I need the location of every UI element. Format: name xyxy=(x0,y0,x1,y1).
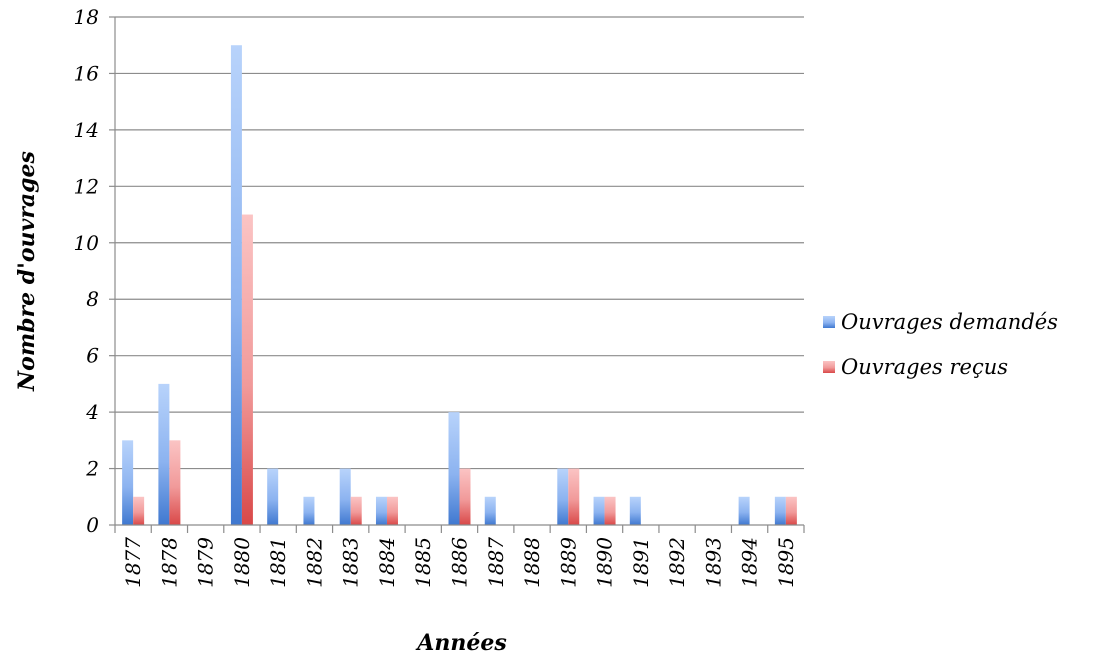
x-tick-label-1892: 1892 xyxy=(665,537,689,588)
x-tick-label-1883: 1883 xyxy=(339,537,363,588)
bar-recus-1877 xyxy=(133,496,145,525)
x-tick-label-1885: 1885 xyxy=(411,537,435,588)
bar-demandes-1894 xyxy=(738,496,750,525)
x-tick-label-1878: 1878 xyxy=(157,537,181,588)
bar-demandes-1890 xyxy=(593,496,605,525)
gridlines xyxy=(115,16,804,470)
x-tick-label-1893: 1893 xyxy=(701,537,725,588)
y-axis-title: Nombre d'ouvrages xyxy=(14,151,40,392)
bar-recus-1884 xyxy=(386,496,398,525)
bars xyxy=(122,45,797,526)
x-tick-label-1891: 1891 xyxy=(629,537,653,588)
bar-recus-1883 xyxy=(350,496,362,525)
y-tick-label: 18 xyxy=(74,5,99,29)
y-tick-label: 12 xyxy=(74,174,99,198)
x-tick-label-1890: 1890 xyxy=(593,537,617,588)
bar-demandes-1883 xyxy=(339,468,351,525)
y-tick-label: 14 xyxy=(74,118,99,142)
y-tick-label: 0 xyxy=(86,513,99,537)
legend: Ouvrages demandés Ouvrages reçus xyxy=(823,310,1058,379)
x-tick-label-1882: 1882 xyxy=(302,537,326,588)
legend-label-1: Ouvrages reçus xyxy=(841,355,1008,379)
bar-demandes-1887 xyxy=(484,496,496,525)
bar-recus-1889 xyxy=(568,468,580,525)
y-tick-label: 2 xyxy=(85,457,99,481)
x-tick-label-1881: 1881 xyxy=(266,537,290,588)
x-tick-label-1879: 1879 xyxy=(194,537,218,588)
bar-recus-1880 xyxy=(241,214,253,526)
x-tick-label-1886: 1886 xyxy=(448,537,472,588)
bar-demandes-1886 xyxy=(448,412,460,525)
bar-demandes-1895 xyxy=(774,496,786,525)
x-tick-label-1877: 1877 xyxy=(121,537,145,588)
legend-swatch-1 xyxy=(823,361,835,373)
bar-recus-1890 xyxy=(604,496,616,525)
y-tick-label: 10 xyxy=(74,231,100,255)
x-tick-label-1880: 1880 xyxy=(230,537,254,588)
x-tick-label-1894: 1894 xyxy=(738,537,762,588)
y-tick-label: 16 xyxy=(74,61,100,85)
x-tick-label-1884: 1884 xyxy=(375,537,399,588)
x-tick-label-1887: 1887 xyxy=(484,537,508,588)
legend-swatch-0 xyxy=(823,316,835,328)
bar-recus-1895 xyxy=(785,496,797,525)
axes: 0 2 4 6 8 10 12 14 16 18 1877 1878 1879 1880 1881 1882 1… xyxy=(74,5,805,588)
bar-demandes-1877 xyxy=(122,440,134,525)
x-axis-title: Années xyxy=(415,630,506,656)
bar-recus-1886 xyxy=(459,468,471,525)
y-tick-label: 6 xyxy=(86,344,99,368)
y-tick-label: 8 xyxy=(86,287,99,311)
bar-recus-1878 xyxy=(169,440,181,525)
bar-demandes-1891 xyxy=(629,496,641,525)
bar-demandes-1881 xyxy=(267,468,279,525)
legend-label-0: Ouvrages demandés xyxy=(841,310,1058,334)
bar-demandes-1878 xyxy=(158,383,170,525)
x-tick-label-1888: 1888 xyxy=(520,537,544,588)
x-tick-label-1889: 1889 xyxy=(556,537,580,588)
y-tick-label: 4 xyxy=(85,400,99,424)
bar-demandes-1884 xyxy=(375,496,387,525)
x-tick-label-1895: 1895 xyxy=(774,537,798,588)
bar-demandes-1880 xyxy=(230,45,242,525)
bar-demandes-1882 xyxy=(303,496,315,525)
bar-demandes-1889 xyxy=(557,468,569,525)
